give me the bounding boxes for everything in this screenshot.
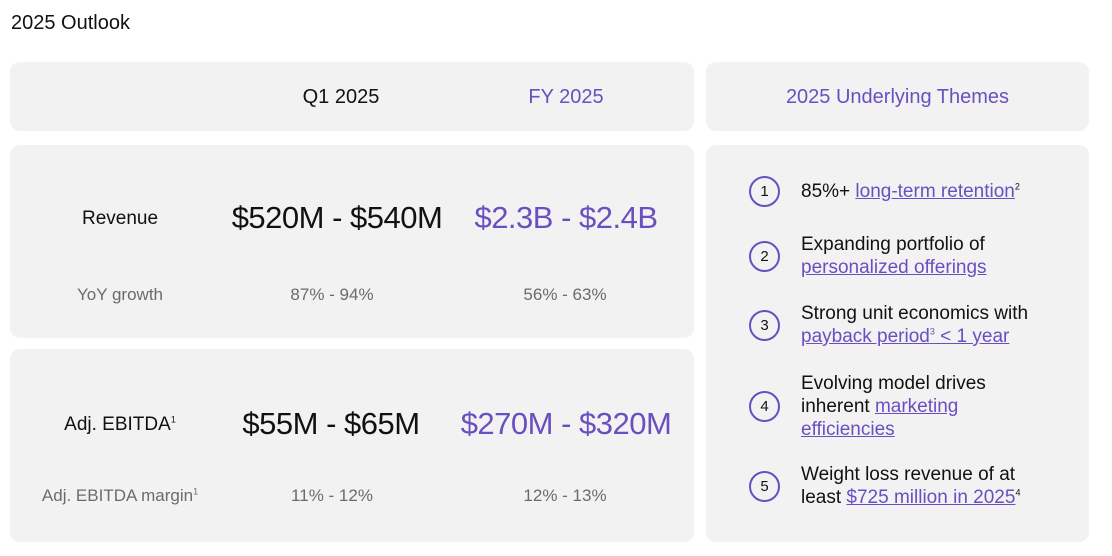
- theme-link[interactable]: marketing efficiencies: [801, 396, 959, 440]
- footnote-ref: 2: [1014, 181, 1020, 192]
- themes-title: 2025 Underlying Themes: [785, 86, 1010, 108]
- theme-link[interactable]: payback period3 < 1 year: [801, 326, 1009, 347]
- q1-2025-header: Q1 2025: [302, 86, 380, 108]
- theme-item-3: 3 Strong unit economics with payback per…: [749, 302, 1061, 348]
- ebitda-margin-label-text: Adj. EBITDA margin: [41, 486, 194, 505]
- adj-ebitda-label: Adj. EBITDA1: [10, 414, 230, 436]
- themes-header-card: 2025 Underlying Themes: [706, 62, 1089, 131]
- revenue-fy-value: $2.3B - $2.4B: [474, 200, 658, 235]
- theme-text: Strong unit economics with payback perio…: [801, 302, 1061, 348]
- theme-text: Weight loss revenue of at least $725 mil…: [801, 463, 1051, 509]
- revenue-card: Revenue $520M - $540M $2.3B - $2.4B YoY …: [10, 145, 694, 338]
- theme-item-2: 2 Expanding portfolio of personalized of…: [749, 233, 1061, 279]
- theme-item-5: 5 Weight loss revenue of at least $725 m…: [749, 463, 1051, 509]
- theme-text-pre: Evolving model drives inherent: [801, 373, 986, 417]
- ebitda-q1-value: $55M - $65M: [242, 406, 420, 441]
- number-badge: 4: [749, 391, 780, 422]
- number-badge: 3: [749, 309, 780, 341]
- theme-text-pre: Expanding portfolio of: [801, 234, 985, 255]
- theme-text: Evolving model drives inherent marketing…: [801, 372, 1021, 441]
- ebitda-margin-label: Adj. EBITDA margin1: [10, 486, 230, 506]
- theme-link[interactable]: long-term retention: [855, 181, 1015, 202]
- theme-link-text-post: < 1 year: [934, 326, 1010, 347]
- yoy-growth-fy: 56% - 63%: [523, 285, 607, 304]
- revenue-q1-value: $520M - $540M: [231, 200, 443, 235]
- number-badge: 5: [749, 470, 780, 502]
- ebitda-fy-value: $270M - $320M: [460, 406, 672, 441]
- theme-text: Expanding portfolio of personalized offe…: [801, 233, 1061, 279]
- ebitda-margin-fy: 12% - 13%: [523, 486, 607, 505]
- theme-link[interactable]: $725 million in 2025: [846, 487, 1016, 508]
- theme-text-pre: Strong unit economics with: [801, 303, 1029, 324]
- number-badge: 1: [749, 176, 780, 207]
- theme-text-pre: Weight loss revenue of at least: [801, 464, 1016, 508]
- footnote-ref: 1: [193, 486, 199, 497]
- footnote-ref: 1: [170, 414, 176, 425]
- theme-link[interactable]: personalized offerings: [801, 257, 987, 278]
- outlook-header-card: Q1 2025 FY 2025: [10, 62, 694, 131]
- theme-item-4: 4 Evolving model drives inherent marketi…: [749, 372, 1021, 441]
- footnote-ref: 3: [929, 326, 935, 337]
- revenue-label: Revenue: [81, 208, 159, 229]
- number-badge: 2: [749, 240, 780, 272]
- adj-ebitda-label-text: Adj. EBITDA: [64, 414, 171, 435]
- page-title: 2025 Outlook: [11, 12, 130, 34]
- footnote-ref: 4: [1015, 487, 1021, 498]
- ebitda-card: Adj. EBITDA1 $55M - $65M $270M - $320M A…: [10, 349, 694, 542]
- theme-text: 85%+ long-term retention2: [801, 180, 1061, 203]
- ebitda-margin-q1: 11% - 12%: [291, 486, 373, 505]
- theme-item-1: 1 85%+ long-term retention2: [749, 176, 1061, 207]
- yoy-growth-q1: 87% - 94%: [290, 285, 374, 304]
- fy-2025-header: FY 2025: [528, 86, 604, 108]
- theme-text-pre: 85%+: [801, 181, 856, 202]
- theme-link-text: payback period: [801, 326, 930, 347]
- yoy-growth-label: YoY growth: [76, 285, 163, 304]
